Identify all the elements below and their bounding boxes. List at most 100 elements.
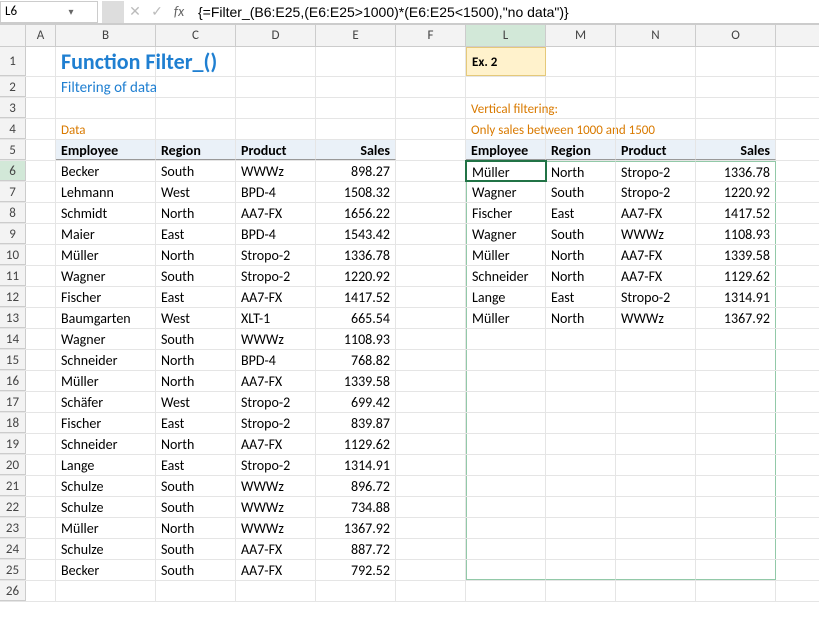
cell-E14[interactable]: 1108.93 [316, 329, 396, 349]
cell-B26[interactable] [56, 581, 156, 601]
cell-C6[interactable]: South [156, 161, 236, 181]
cell-A24[interactable] [26, 539, 56, 559]
cell-O6[interactable]: 1336.78 [696, 161, 776, 181]
cell-F23[interactable] [396, 518, 466, 538]
cell-M19[interactable] [546, 434, 616, 454]
page-title[interactable]: Function Filter_() [56, 47, 156, 76]
cell-M20[interactable] [546, 455, 616, 475]
cell-E8[interactable]: 1656.22 [316, 203, 396, 223]
subtitle[interactable]: Filtering of data [56, 77, 156, 97]
cell-A3[interactable] [26, 98, 56, 118]
cell-M6[interactable]: North [546, 161, 616, 181]
cell-E1[interactable] [316, 47, 396, 76]
cell-B13[interactable]: Baumgarten [56, 308, 156, 328]
row-header-2[interactable]: 2 [0, 77, 26, 97]
cell-A6[interactable] [26, 161, 56, 181]
row-header-22[interactable]: 22 [0, 497, 26, 517]
cell-D17[interactable]: Stropo-2 [236, 392, 316, 412]
cell-L7[interactable]: Wagner [466, 182, 546, 202]
cell-E15[interactable]: 768.82 [316, 350, 396, 370]
cell-A25[interactable] [26, 560, 56, 580]
cell-N11[interactable]: AA7-FX [616, 266, 696, 286]
cell-M25[interactable] [546, 560, 616, 580]
ex2-label[interactable]: Ex. 2 [466, 47, 546, 76]
col-header-F[interactable]: F [396, 25, 466, 46]
cell-B11[interactable]: Wagner [56, 266, 156, 286]
cell-L17[interactable] [466, 392, 546, 412]
cell-C1[interactable] [156, 47, 236, 76]
cell-D9[interactable]: BPD-4 [236, 224, 316, 244]
cell-M15[interactable] [546, 350, 616, 370]
cell-A17[interactable] [26, 392, 56, 412]
cell-L2[interactable] [466, 77, 546, 97]
cell-O21[interactable] [696, 476, 776, 496]
cell-A26[interactable] [26, 581, 56, 601]
cell-E22[interactable]: 734.88 [316, 497, 396, 517]
cell-O14[interactable] [696, 329, 776, 349]
cell-E11[interactable]: 1220.92 [316, 266, 396, 286]
cell-M2[interactable] [546, 77, 616, 97]
cell-F18[interactable] [396, 413, 466, 433]
row-header-1[interactable]: 1 [0, 47, 26, 76]
cell-A10[interactable] [26, 245, 56, 265]
row-header-18[interactable]: 18 [0, 413, 26, 433]
cell-D22[interactable]: WWWz [236, 497, 316, 517]
cell-C26[interactable] [156, 581, 236, 601]
right-header-product[interactable]: Product [616, 140, 696, 160]
cell-L14[interactable] [466, 329, 546, 349]
cell-A11[interactable] [26, 266, 56, 286]
cell-D20[interactable]: Stropo-2 [236, 455, 316, 475]
vertical-filtering-label[interactable]: Vertical filtering: [466, 98, 546, 118]
cell-F4[interactable] [396, 119, 466, 139]
row-header-23[interactable]: 23 [0, 518, 26, 538]
cell-N6[interactable]: Stropo-2 [616, 161, 696, 181]
cell-E19[interactable]: 1129.62 [316, 434, 396, 454]
cell-N2[interactable] [616, 77, 696, 97]
cell-C3[interactable] [156, 98, 236, 118]
cell-M16[interactable] [546, 371, 616, 391]
cell-A14[interactable] [26, 329, 56, 349]
cell-D6[interactable]: WWWz [236, 161, 316, 181]
cell-L10[interactable]: Müller [466, 245, 546, 265]
cell-N25[interactable] [616, 560, 696, 580]
row-header-8[interactable]: 8 [0, 203, 26, 223]
cell-N23[interactable] [616, 518, 696, 538]
left-header-sales[interactable]: Sales [316, 140, 396, 160]
cell-F25[interactable] [396, 560, 466, 580]
cell-C2[interactable] [156, 77, 236, 97]
col-header-N[interactable]: N [616, 25, 696, 46]
cell-M23[interactable] [546, 518, 616, 538]
cell-O26[interactable] [696, 581, 776, 601]
cell-O23[interactable] [696, 518, 776, 538]
cell-B6[interactable]: Becker [56, 161, 156, 181]
cell-O2[interactable] [696, 77, 776, 97]
cell-C8[interactable]: North [156, 203, 236, 223]
cell-L16[interactable] [466, 371, 546, 391]
cell-N17[interactable] [616, 392, 696, 412]
cell-M14[interactable] [546, 329, 616, 349]
col-header-B[interactable]: B [56, 25, 156, 46]
cancel-icon[interactable]: ✕ [124, 1, 146, 23]
cell-C24[interactable]: South [156, 539, 236, 559]
cell-B9[interactable]: Maier [56, 224, 156, 244]
cell-B7[interactable]: Lehmann [56, 182, 156, 202]
cell-O18[interactable] [696, 413, 776, 433]
col-header-O[interactable]: O [696, 25, 776, 46]
cell-O4[interactable] [696, 119, 776, 139]
cell-D13[interactable]: XLT-1 [236, 308, 316, 328]
cell-E25[interactable]: 792.52 [316, 560, 396, 580]
cell-C17[interactable]: West [156, 392, 236, 412]
cell-C15[interactable]: North [156, 350, 236, 370]
cell-D21[interactable]: WWWz [236, 476, 316, 496]
cell-A19[interactable] [26, 434, 56, 454]
cell-F7[interactable] [396, 182, 466, 202]
cell-E17[interactable]: 699.42 [316, 392, 396, 412]
cell-N8[interactable]: AA7-FX [616, 203, 696, 223]
cell-B21[interactable]: Schulze [56, 476, 156, 496]
cell-O1[interactable] [696, 47, 776, 76]
cell-E2[interactable] [316, 77, 396, 97]
cell-F2[interactable] [396, 77, 466, 97]
row-header-16[interactable]: 16 [0, 371, 26, 391]
confirm-icon[interactable]: ✓ [146, 1, 168, 23]
col-header-M[interactable]: M [546, 25, 616, 46]
